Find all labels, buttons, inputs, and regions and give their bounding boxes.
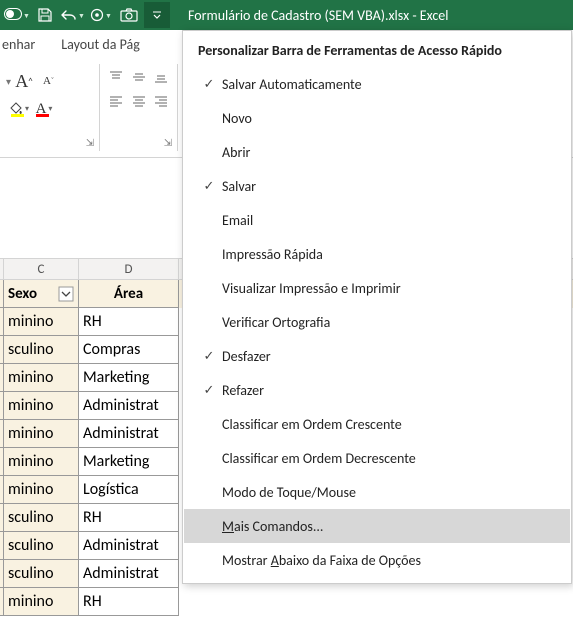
- grow-font-button[interactable]: A^: [13, 70, 35, 92]
- menu-item[interactable]: ✓Refazer: [184, 373, 570, 407]
- fill-color-button[interactable]: ▾: [8, 98, 30, 120]
- cell-sexo[interactable]: sculino: [4, 336, 79, 364]
- cell-area[interactable]: Administrat: [79, 532, 179, 560]
- cell-area[interactable]: Logística: [79, 476, 179, 504]
- cell-area[interactable]: Administrat: [79, 420, 179, 448]
- quick-access-toolbar: ▼ ▼ ▼: [0, 2, 170, 28]
- check-icon: ✓: [198, 77, 220, 92]
- cell-sexo[interactable]: minino: [4, 392, 79, 420]
- menu-item[interactable]: Classificar em Ordem Crescente: [184, 407, 570, 441]
- cell-area[interactable]: Marketing: [79, 448, 179, 476]
- menu-title: Personalizar Barra de Ferramentas de Ace…: [184, 36, 570, 67]
- check-icon: ✓: [198, 179, 220, 194]
- cell-area[interactable]: RH: [79, 308, 179, 336]
- align-middle-button[interactable]: [129, 66, 149, 88]
- cell-area[interactable]: Administrat: [79, 560, 179, 588]
- undo-icon[interactable]: ▼: [60, 2, 86, 28]
- align-right-button[interactable]: [151, 90, 171, 112]
- cell-area[interactable]: Compras: [79, 336, 179, 364]
- cell-sexo[interactable]: minino: [4, 308, 79, 336]
- menu-item-label: Mais Comandos...: [220, 518, 323, 535]
- titlebar: ▼ ▼ ▼ Formulário de Cadastro (SEM VBA).x…: [0, 0, 573, 30]
- menu-item-label: Salvar Automaticamente: [220, 76, 362, 93]
- menu-item-label: Novo: [220, 110, 252, 127]
- cell-sexo[interactable]: minino: [4, 448, 79, 476]
- align-bottom-button[interactable]: [151, 66, 171, 88]
- menu-item-label: Modo de Toque/Mouse: [220, 484, 356, 501]
- menu-item[interactable]: Email: [184, 203, 570, 237]
- dropdown-indicator: ▼: [23, 11, 30, 20]
- menu-item-label: Impressão Rápida: [220, 246, 323, 263]
- alignment-group: ⇲: [100, 64, 178, 151]
- redo-icon[interactable]: ▼: [88, 2, 114, 28]
- cell-area[interactable]: Marketing: [79, 364, 179, 392]
- align-center-button[interactable]: [129, 90, 149, 112]
- font-group: ▾ A^ Aˇ ▾ A ▾ ⇲: [0, 64, 100, 151]
- dropdown-indicator: ▼: [78, 11, 85, 20]
- cell-sexo[interactable]: sculino: [4, 532, 79, 560]
- check-icon: ✓: [198, 349, 220, 364]
- menu-item[interactable]: Verificar Ortografia: [184, 305, 570, 339]
- menu-item[interactable]: Modo de Toque/Mouse: [184, 475, 570, 509]
- menu-item-label: Visualizar Impressão e Imprimir: [220, 280, 401, 297]
- col-header-c[interactable]: C: [4, 259, 79, 279]
- menu-item-more-commands[interactable]: Mais Comandos...: [184, 509, 570, 543]
- dialog-launcher-icon[interactable]: ⇲: [83, 135, 97, 149]
- menu-item[interactable]: Abrir: [184, 135, 570, 169]
- menu-item-label: Salvar: [220, 178, 256, 195]
- cell-area[interactable]: RH: [79, 588, 179, 616]
- cell-sexo[interactable]: sculino: [4, 504, 79, 532]
- dropdown-indicator: ▼: [105, 11, 112, 20]
- table-header-area[interactable]: Área: [79, 280, 179, 308]
- align-left-button[interactable]: [106, 90, 126, 112]
- menu-item[interactable]: ✓Desfazer: [184, 339, 570, 373]
- cell-sexo[interactable]: minino: [4, 420, 79, 448]
- table-row: mininoRH: [0, 588, 573, 616]
- menu-item-label: Classificar em Ordem Decrescente: [220, 450, 416, 467]
- menu-item-show-below[interactable]: Mostrar Abaixo da Faixa de Opções: [184, 543, 570, 577]
- cell-sexo[interactable]: minino: [4, 588, 79, 616]
- document-title: Formulário de Cadastro (SEM VBA).xlsx - …: [188, 7, 448, 24]
- dropdown-indicator: ▾: [48, 104, 52, 114]
- cell-area[interactable]: Administrat: [79, 392, 179, 420]
- font-size-controls: ▾ A^ Aˇ: [8, 64, 91, 92]
- menu-item[interactable]: Novo: [184, 101, 570, 135]
- menu-item-label: Classificar em Ordem Crescente: [220, 416, 402, 433]
- customize-qat-button[interactable]: [144, 2, 170, 28]
- col-header-d[interactable]: D: [79, 259, 179, 279]
- ribbon-tab-desenhar[interactable]: enhar: [0, 32, 37, 57]
- font-color-controls: ▾ A ▾: [8, 98, 91, 120]
- menu-item-label: Email: [220, 212, 253, 229]
- autosave-toggle[interactable]: ▼: [4, 2, 30, 28]
- cell-sexo[interactable]: minino: [4, 476, 79, 504]
- menu-item-label: Refazer: [220, 382, 264, 399]
- menu-item-label: Abrir: [220, 144, 250, 161]
- align-top-button[interactable]: [106, 66, 126, 88]
- check-icon: ✓: [198, 383, 220, 398]
- cell-sexo[interactable]: minino: [4, 364, 79, 392]
- menu-item-label: Verificar Ortografia: [220, 314, 330, 331]
- font-color-button[interactable]: A ▾: [33, 98, 55, 120]
- menu-item-label: Desfazer: [220, 348, 271, 365]
- menu-item[interactable]: ✓Salvar Automaticamente: [184, 67, 570, 101]
- filter-button-icon[interactable]: [58, 286, 74, 302]
- dropdown-indicator: ▾: [25, 104, 29, 114]
- menu-item[interactable]: Visualizar Impressão e Imprimir: [184, 271, 570, 305]
- cell-sexo[interactable]: sculino: [4, 560, 79, 588]
- menu-item[interactable]: Impressão Rápida: [184, 237, 570, 271]
- cell-area[interactable]: RH: [79, 504, 179, 532]
- shrink-font-button[interactable]: Aˇ: [37, 70, 59, 92]
- camera-icon[interactable]: [116, 2, 142, 28]
- save-icon[interactable]: [32, 2, 58, 28]
- menu-item-label: Mostrar Abaixo da Faixa de Opções: [220, 552, 421, 569]
- font-family-truncated: ▾: [6, 75, 11, 88]
- table-header-sexo[interactable]: Sexo: [4, 280, 79, 308]
- menu-item[interactable]: Classificar em Ordem Decrescente: [184, 441, 570, 475]
- header-label: Sexo: [8, 285, 37, 303]
- header-label: Área: [114, 285, 143, 303]
- customize-qat-menu: Personalizar Barra de Ferramentas de Ace…: [182, 30, 572, 584]
- menu-item[interactable]: ✓Salvar: [184, 169, 570, 203]
- dialog-launcher-icon[interactable]: ⇲: [161, 135, 175, 149]
- ribbon-tab-layout[interactable]: Layout da Pág: [59, 32, 142, 57]
